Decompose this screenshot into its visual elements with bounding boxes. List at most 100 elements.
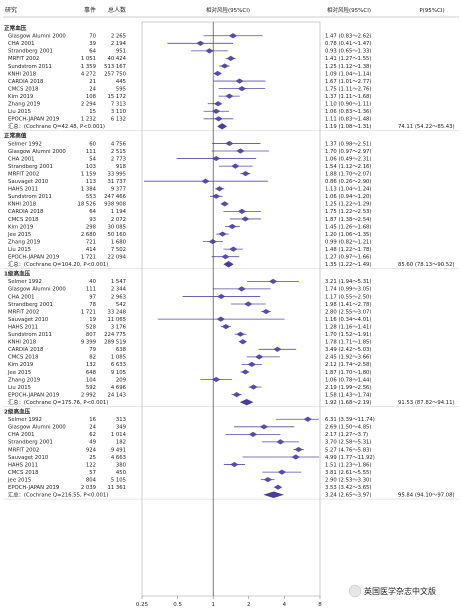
study-name: EPOCH-JAPAN 2019 — [8, 392, 59, 398]
point-estimate-marker — [241, 171, 250, 177]
study-name: Glasgow Alumni 2000 — [8, 34, 66, 40]
study-events: 924 — [86, 447, 97, 453]
study-total: 4 696 — [111, 385, 127, 391]
study-total: 445 — [116, 79, 126, 85]
point-estimate-marker — [214, 116, 223, 122]
study-events: 103 — [86, 164, 96, 170]
study-name: CARDIA 2018 — [8, 79, 44, 85]
summary-rr-text: 3.24 (2.65～3.97) — [325, 493, 372, 499]
study-total: 2 963 — [111, 294, 126, 300]
study-total: 31 737 — [107, 179, 126, 185]
study-name: Liu 2015 — [8, 247, 31, 253]
study-total: 30 085 — [107, 224, 126, 230]
point-estimate-marker — [221, 254, 230, 260]
study-events: 111 — [86, 287, 96, 293]
study-name: KNHI 2018 — [8, 340, 37, 346]
study-rr-text: 1.25 (1.22～1.29) — [325, 202, 372, 208]
study-total: 224 775 — [104, 332, 126, 338]
point-estimate-marker — [273, 484, 283, 490]
study-events: 97 — [89, 294, 96, 300]
study-rr-text: 1.41 (1.27～1.55) — [325, 56, 372, 62]
study-rr-text: 2.17 (1.27～3.7) — [325, 432, 368, 438]
study-events: 93 — [89, 217, 96, 223]
study-rr-text: 1.09 (1.04～1.14) — [325, 71, 372, 77]
summary-diamond — [217, 123, 228, 130]
study-events: 122 — [86, 462, 96, 468]
study-events: 553 — [86, 194, 96, 200]
point-estimate-marker — [249, 384, 258, 390]
point-estimate-marker — [276, 439, 285, 445]
study-rr-text: 2.90 (2.53～3.30) — [325, 477, 372, 483]
section-label: 2级高血压 — [4, 408, 31, 416]
study-total: 22 094 — [107, 255, 126, 261]
study-total: 450 — [116, 470, 127, 476]
study-rr-text: 3.21 (1.94～5.31) — [325, 279, 372, 285]
study-rr-text: 1.47 (0.83～2.62) — [325, 34, 372, 40]
point-estimate-marker — [244, 301, 253, 307]
study-rr-text: 2.19 (1.99～2.56) — [325, 385, 372, 391]
study-rr-text: 1.25 (1.12～1.38) — [325, 64, 372, 70]
study-rr-text: 2.69 (1.50～4.85) — [325, 425, 372, 431]
study-events: 1 232 — [81, 117, 96, 123]
study-rr-text: 1.45 (1.26～1.68) — [325, 224, 372, 230]
study-total: 1 014 — [111, 432, 127, 438]
point-estimate-marker — [216, 316, 226, 322]
point-estimate-marker — [228, 33, 238, 39]
point-estimate-marker — [225, 140, 234, 147]
study-name: Zhang 2019 — [8, 239, 40, 245]
study-total: 9 377 — [111, 187, 126, 193]
study-name: KNHI 2018 — [8, 202, 37, 208]
study-name: Sauvaget 2010 — [8, 455, 49, 461]
summary-i2: 91.53 (87.82～94.11) — [398, 400, 455, 406]
study-name: Strandberg 2001 — [8, 49, 53, 55]
point-estimate-marker — [208, 239, 217, 245]
study-total: 513 167 — [104, 64, 126, 70]
study-events: 70 — [89, 34, 96, 40]
study-name: HAHS 2011 — [8, 324, 38, 330]
study-rr-text: 3.70 (2.58～5.31) — [325, 440, 372, 446]
point-estimate-marker — [273, 346, 282, 352]
wechat-icon — [348, 584, 362, 598]
study-name: CMCS 2018 — [8, 86, 39, 92]
watermark-text: 英国医学杂志中文版 — [364, 586, 436, 596]
study-events: 60 — [89, 141, 96, 147]
point-estimate-marker — [217, 293, 226, 300]
study-name: Sauvaget 2010 — [8, 317, 49, 323]
study-events: 108 — [86, 94, 97, 100]
study-rr-text: 1.98 (1.41～2.78) — [325, 302, 372, 308]
study-total: 1 547 — [111, 279, 126, 285]
study-rr-text: 1.87 (1.38～2.54) — [325, 217, 372, 223]
study-total: 938 908 — [104, 202, 127, 208]
summary-rr-text: 1.35 (1.22～1.49) — [325, 262, 372, 268]
study-rr-text: 0.93 (0.65～1.33) — [325, 49, 372, 55]
study-rr-text: 1.06 (0.83～1.36) — [325, 109, 372, 115]
point-estimate-marker — [230, 461, 239, 468]
x-tick-label: 0.5 — [173, 602, 182, 608]
study-total: 1 680 — [111, 239, 127, 245]
study-total: 11 065 — [107, 317, 126, 323]
study-events: 648 — [86, 370, 97, 376]
study-rr-text: 0.78 (0.41～1.47) — [325, 41, 372, 47]
point-estimate-marker — [261, 308, 271, 315]
study-name: HAHS 2011 — [8, 462, 38, 468]
study-name: CHA 2001 — [8, 294, 34, 300]
study-rr-text: 1.74 (0.99～3.05) — [325, 287, 372, 293]
study-rr-text: 2.45 (1.92～3.66) — [325, 355, 372, 361]
study-events: 25 — [89, 455, 96, 461]
point-estimate-marker — [228, 223, 237, 230]
study-rr-text: 2.12 (1.74～2.58) — [325, 362, 372, 368]
point-estimate-marker — [221, 324, 231, 330]
study-name: Glasgow Alumni 2000 — [8, 287, 66, 293]
point-estimate-marker — [237, 286, 246, 292]
point-estimate-marker — [231, 163, 240, 169]
study-total: 7 502 — [111, 247, 126, 253]
summary-label: 汇总：(Cochrane Q=175.76, P<0.001) — [8, 398, 108, 406]
study-name: Selmer 1992 — [8, 141, 42, 147]
plot-frame — [141, 21, 321, 597]
study-events: 39 — [89, 41, 96, 47]
study-name: Kim 2019 — [8, 362, 33, 368]
point-estimate-marker — [205, 48, 214, 54]
study-name: Liu 2015 — [8, 385, 31, 391]
point-estimate-marker — [226, 55, 236, 61]
study-total: 24 143 — [107, 392, 126, 398]
